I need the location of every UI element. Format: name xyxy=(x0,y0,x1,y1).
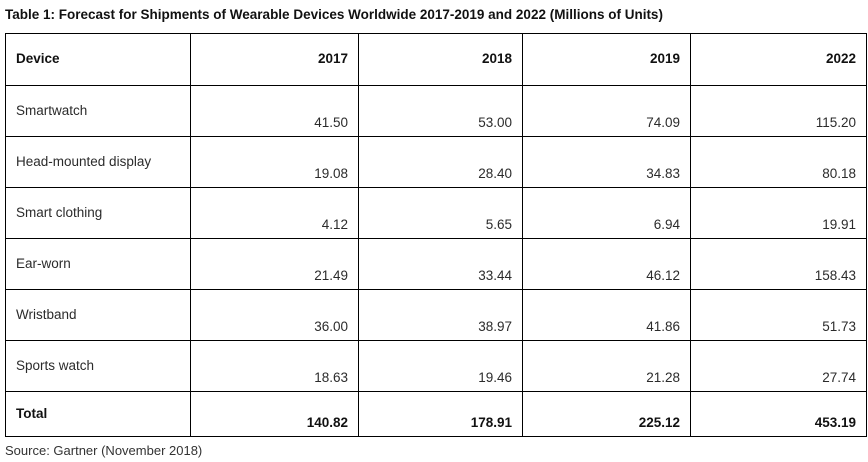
value-cell: 51.73 xyxy=(690,289,867,341)
table-row-smartwatch: Smartwatch 41.50 53.00 74.09 115.20 xyxy=(5,85,867,137)
device-name: Smartwatch xyxy=(5,85,191,137)
table-row-head-mounted-display: Head-mounted display 19.08 28.40 34.83 8… xyxy=(5,136,867,188)
value-cell: 36.00 xyxy=(190,289,359,341)
column-header-device: Device xyxy=(5,33,191,86)
device-name: Ear-worn xyxy=(5,238,191,290)
value-cell: 34.83 xyxy=(522,136,691,188)
total-value-cell: 178.91 xyxy=(358,391,523,437)
device-name: Sports watch xyxy=(5,340,191,392)
value-cell: 158.43 xyxy=(690,238,867,290)
value-cell: 19.91 xyxy=(690,187,867,239)
table-title: Table 1: Forecast for Shipments of Weara… xyxy=(5,7,663,22)
value-cell: 19.08 xyxy=(190,136,359,188)
table-row-wristband: Wristband 36.00 38.97 41.86 51.73 xyxy=(5,289,867,341)
value-cell: 27.74 xyxy=(690,340,867,392)
device-name: Wristband xyxy=(5,289,191,341)
value-cell: 33.44 xyxy=(358,238,523,290)
value-cell: 5.65 xyxy=(358,187,523,239)
value-cell: 115.20 xyxy=(690,85,867,137)
total-value-cell: 225.12 xyxy=(522,391,691,437)
value-cell: 28.40 xyxy=(358,136,523,188)
total-value-cell: 140.82 xyxy=(190,391,359,437)
value-cell: 4.12 xyxy=(190,187,359,239)
table-row-smart-clothing: Smart clothing 4.12 5.65 6.94 19.91 xyxy=(5,187,867,239)
value-cell: 74.09 xyxy=(522,85,691,137)
value-cell: 41.50 xyxy=(190,85,359,137)
value-cell: 46.12 xyxy=(522,238,691,290)
value-cell: 21.28 xyxy=(522,340,691,392)
device-name: Head-mounted display xyxy=(5,136,191,188)
total-row: Total 140.82 178.91 225.12 453.19 xyxy=(5,391,867,437)
table-row-ear-worn: Ear-worn 21.49 33.44 46.12 158.43 xyxy=(5,238,867,290)
table-row-sports-watch: Sports watch 18.63 19.46 21.28 27.74 xyxy=(5,340,867,392)
value-cell: 6.94 xyxy=(522,187,691,239)
value-cell: 80.18 xyxy=(690,136,867,188)
value-cell: 18.63 xyxy=(190,340,359,392)
total-value-cell: 453.19 xyxy=(690,391,867,437)
column-header-2018: 2018 xyxy=(358,33,523,86)
column-header-2022: 2022 xyxy=(690,33,867,86)
value-cell: 38.97 xyxy=(358,289,523,341)
device-name: Smart clothing xyxy=(5,187,191,239)
column-header-2019: 2019 xyxy=(522,33,691,86)
source-note: Source: Gartner (November 2018) xyxy=(5,443,203,458)
column-header-2017: 2017 xyxy=(190,33,359,86)
total-label: Total xyxy=(5,391,191,437)
value-cell: 53.00 xyxy=(358,85,523,137)
value-cell: 19.46 xyxy=(358,340,523,392)
value-cell: 21.49 xyxy=(190,238,359,290)
value-cell: 41.86 xyxy=(522,289,691,341)
wearables-forecast-table: Device 2017 2018 2019 2022 Smartwatch 41… xyxy=(5,33,867,437)
header-row: Device 2017 2018 2019 2022 xyxy=(5,33,867,86)
